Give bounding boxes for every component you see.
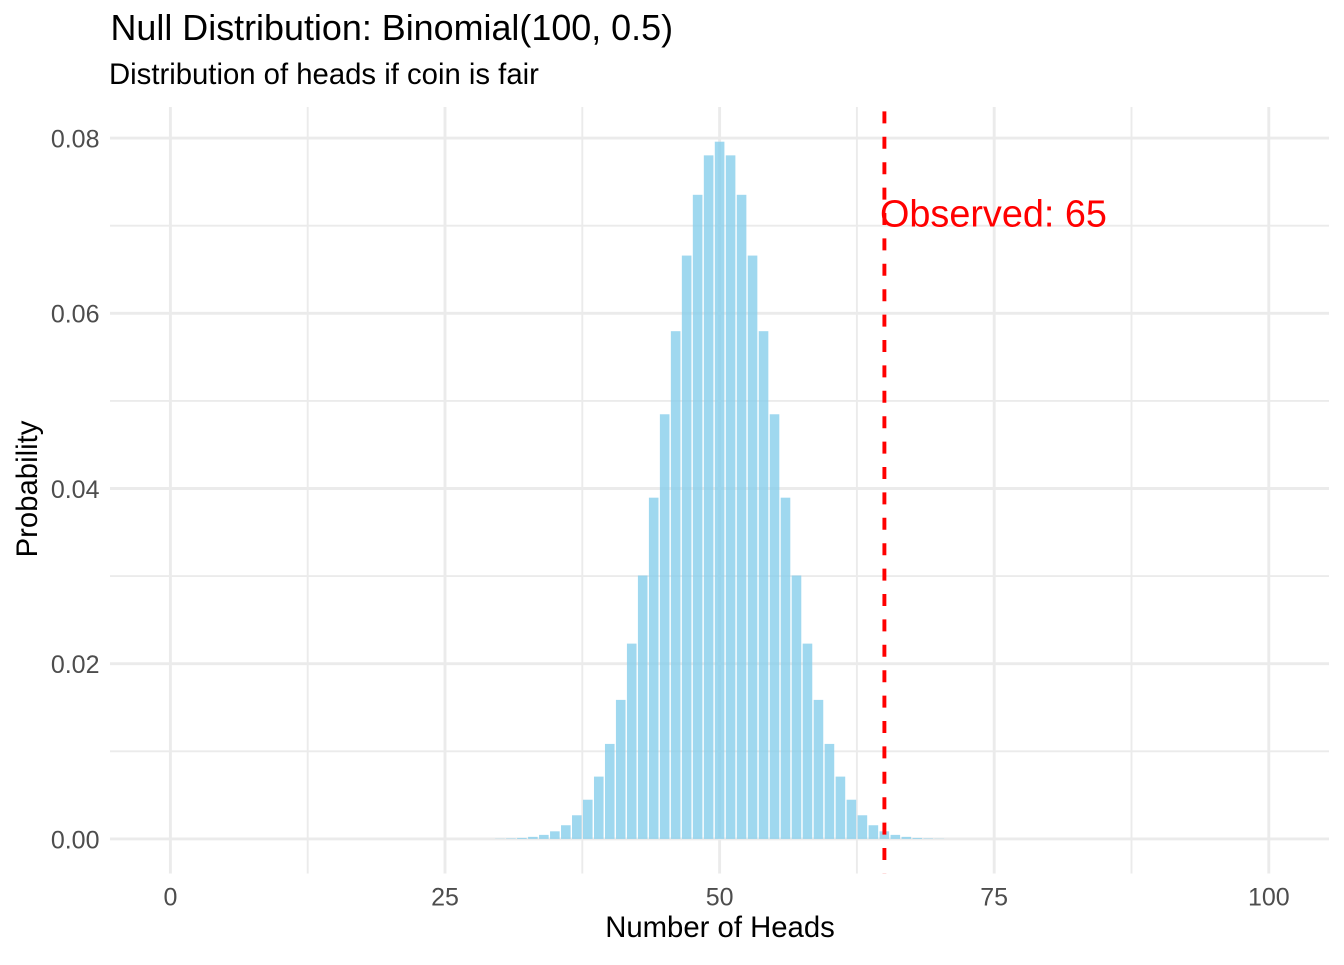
svg-text:Observed: 65: Observed: 65: [880, 193, 1107, 235]
svg-text:0.08: 0.08: [51, 126, 100, 154]
svg-text:0.04: 0.04: [51, 476, 100, 504]
svg-text:75: 75: [980, 883, 1008, 911]
svg-text:0.06: 0.06: [51, 301, 100, 329]
svg-text:Number of Heads: Number of Heads: [605, 911, 835, 944]
svg-text:Null Distribution: Binomial(10: Null Distribution: Binomial(100, 0.5): [111, 8, 674, 48]
svg-text:0.00: 0.00: [51, 826, 100, 854]
svg-text:25: 25: [431, 883, 459, 911]
svg-text:50: 50: [706, 883, 734, 911]
svg-text:0: 0: [163, 883, 177, 911]
svg-text:0.02: 0.02: [51, 651, 100, 679]
svg-text:100: 100: [1248, 883, 1290, 911]
svg-text:Distribution of heads if coin: Distribution of heads if coin is fair: [109, 58, 539, 91]
svg-text:Probability: Probability: [11, 420, 44, 557]
